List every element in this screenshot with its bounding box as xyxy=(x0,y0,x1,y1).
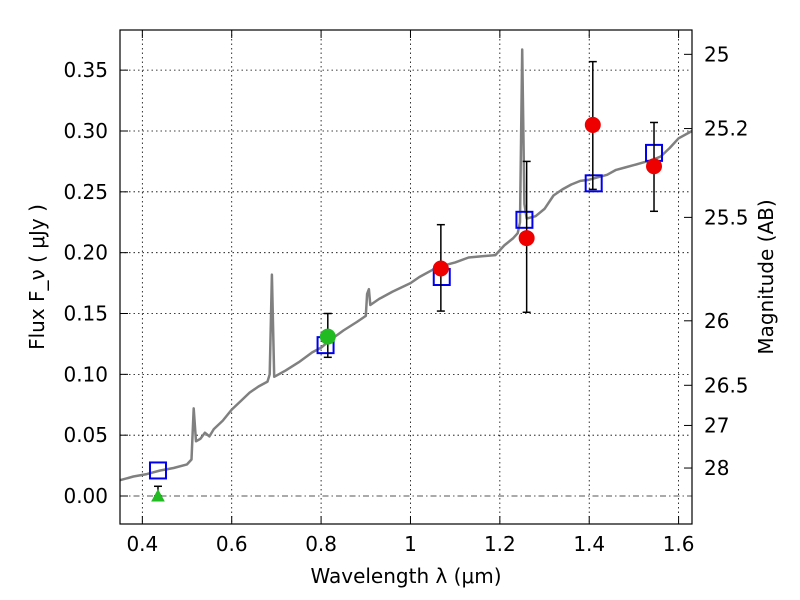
y-axis-right-label: Magnitude (AB) xyxy=(754,199,778,354)
right-tick-label: 25.2 xyxy=(704,117,749,141)
right-tick-label: 28 xyxy=(704,456,729,480)
observed-flux-point xyxy=(518,230,535,247)
model-flux-square xyxy=(584,174,603,193)
x-axis-label: Wavelength λ (μm) xyxy=(310,564,501,588)
y-tick-label: 0.10 xyxy=(63,362,108,386)
y-tick-label: 0.35 xyxy=(63,58,108,82)
observed-flux-point xyxy=(646,158,663,175)
right-tick-label: 26.5 xyxy=(704,373,749,397)
y-tick-label: 0.05 xyxy=(63,423,108,447)
x-tick-label: 1.6 xyxy=(663,532,695,556)
upper-limit-triangle xyxy=(151,488,165,502)
model-flux-square xyxy=(515,210,534,229)
x-tick-label: 0.6 xyxy=(216,532,248,556)
y-tick-label: 0.30 xyxy=(63,119,108,143)
optical-flux-point xyxy=(319,328,336,345)
y-axis-label: Flux F_ν ( μJy ) xyxy=(25,204,49,350)
observed-flux-point xyxy=(584,116,601,133)
y-tick-label: 0.15 xyxy=(63,302,108,326)
x-tick-label: 0.4 xyxy=(126,532,158,556)
right-tick-label: 26 xyxy=(704,309,729,333)
model-flux-square xyxy=(148,461,167,480)
plot-frame xyxy=(119,29,693,525)
right-tick-label: 25.5 xyxy=(704,205,749,229)
y-tick-label: 0.00 xyxy=(63,484,108,508)
x-tick-label: 1.4 xyxy=(573,532,605,556)
y-tick-label: 0.20 xyxy=(63,241,108,265)
x-tick-label: 0.8 xyxy=(305,532,337,556)
x-tick-label: 1.2 xyxy=(484,532,516,556)
y-tick-label: 0.25 xyxy=(63,180,108,204)
right-tick-label: 27 xyxy=(704,413,729,437)
plot-area xyxy=(119,48,693,502)
template-spectrum-line xyxy=(119,48,693,482)
right-tick-label: 25 xyxy=(704,42,729,66)
observed-flux-point xyxy=(432,260,449,277)
axes: 0.4 0.6 0.8 1 1.2 1.4 1.6 0.00 0.05 0.10 0.15 0.20 0… xyxy=(63,30,749,556)
x-tick-label: 1 xyxy=(404,532,417,556)
